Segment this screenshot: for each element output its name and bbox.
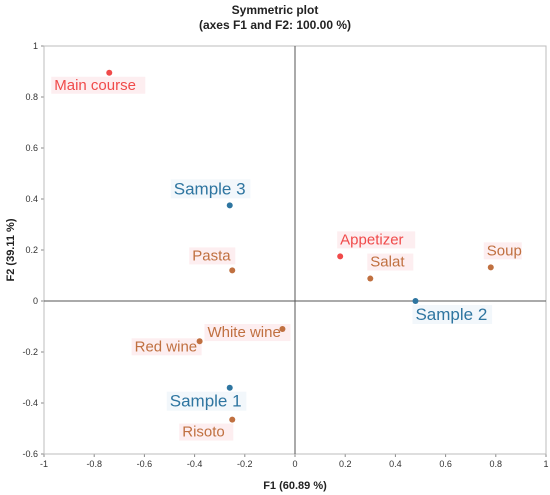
point-main-course (106, 69, 113, 76)
point-sample-2 (412, 298, 419, 304)
chart-subtitle: (axes F1 and F2: 100.00 %) (198, 18, 352, 32)
point-label-red-wine: Red wine (135, 338, 198, 355)
x-tick-label: -1 (40, 459, 48, 469)
point-sample-3 (226, 202, 233, 209)
y-tick-label: 0.2 (25, 245, 38, 255)
y-tick-label: 1 (33, 41, 38, 51)
point-label-bg-sample-3 (170, 179, 251, 199)
point-label-bg-white-wine (204, 324, 291, 342)
y-tick-label: 0 (33, 296, 38, 306)
point-risoto (229, 416, 236, 423)
point-pasta (229, 267, 236, 274)
point-label-main-course: Main course (54, 77, 136, 94)
point-label-pasta: Pasta (192, 247, 231, 264)
point-sample-1 (226, 384, 233, 391)
point-label-sample-2: Sample 2 (415, 305, 487, 324)
x-tick-label: -0.8 (86, 459, 102, 469)
point-label-bg-soup (483, 242, 522, 260)
point-label-bg-appetizer (337, 231, 416, 249)
x-tick-label: -0.2 (237, 459, 253, 469)
point-label-white-wine: White wine (207, 324, 280, 341)
x-tick-label: -0.4 (187, 459, 203, 469)
point-label-risoto: Risoto (182, 424, 225, 441)
data-points: Main course Appetizer Soup Salat Pasta White … (51, 69, 522, 441)
point-label-salat: Salat (370, 254, 405, 271)
point-soup (487, 264, 494, 271)
point-label-bg-sample-1 (166, 391, 247, 411)
x-tick-label: 0.4 (389, 459, 402, 469)
point-label-bg-pasta (189, 247, 236, 265)
point-appetizer (337, 253, 344, 260)
x-tick-label: 0 (292, 459, 297, 469)
point-label-bg-sample-2 (412, 305, 493, 324)
point-label-sample-1: Sample 1 (170, 392, 242, 411)
point-label-bg-red-wine (131, 338, 202, 356)
y-tick-label: -0.2 (22, 347, 38, 357)
point-label-bg-risoto (179, 423, 234, 441)
y-tick-label: -0.4 (22, 398, 38, 408)
y-axis-label: F2 (39.11 %) (5, 218, 17, 281)
y-tick-label: 0.4 (25, 194, 38, 204)
chart-title: Symmetric plot (231, 3, 319, 17)
y-ticks: -0.6 -0.4 -0.2 0 0.2 0.4 0.6 0.8 1 (22, 41, 44, 459)
x-ticks: -1 -0.8 -0.6 -0.4 -0.2 0 0.2 0.4 0.6 0.8 1 (40, 454, 549, 469)
x-tick-label: 0.6 (439, 459, 452, 469)
x-axis-label: F1 (60.89 %) (263, 480, 327, 492)
x-tick-label: 1 (543, 459, 548, 469)
y-tick-label: 0.6 (25, 143, 38, 153)
x-tick-label: 0.8 (490, 459, 503, 469)
point-white-wine (279, 326, 286, 333)
x-tick-label: 0.2 (339, 459, 352, 469)
axes (43, 45, 547, 455)
point-label-bg-main-course (51, 76, 146, 94)
point-salat (367, 275, 374, 282)
y-tick-label: -0.6 (22, 449, 38, 459)
point-label-bg-salat (367, 253, 414, 271)
y-tick-label: 0.8 (25, 92, 38, 102)
point-label-soup: Soup (487, 242, 522, 259)
point-red-wine (196, 338, 203, 345)
point-label-sample-3: Sample 3 (174, 179, 246, 198)
x-tick-label: -0.6 (137, 459, 153, 469)
point-label-appetizer: Appetizer (340, 231, 403, 248)
